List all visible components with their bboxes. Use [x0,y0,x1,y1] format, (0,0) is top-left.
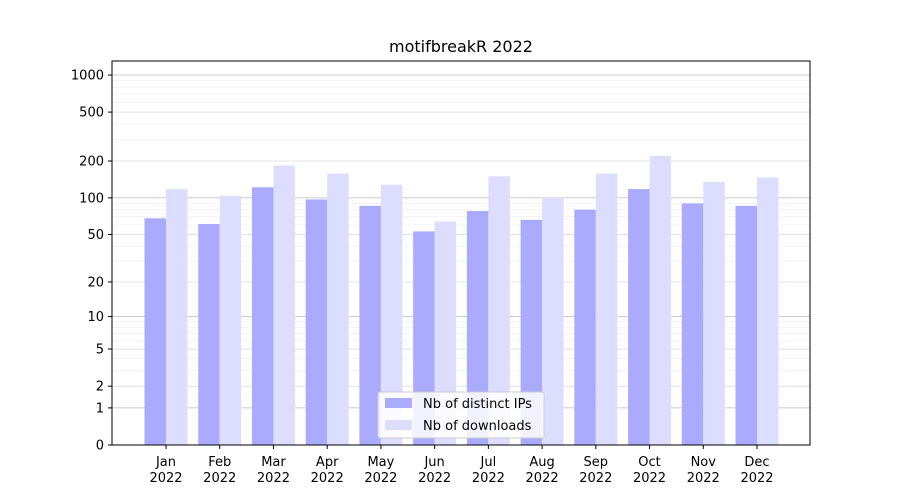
y-tick-label: 100 [79,191,104,206]
bar-downloads-nov [703,181,725,445]
bar-downloads-jun [434,221,457,445]
x-tick-label-year: 2022 [257,471,290,486]
y-axis: 0 1 2 5 10 20 50 100 200 500 1000 [71,69,112,454]
x-tick-label-year: 2022 [579,471,612,486]
bar-ips-jul [466,211,489,445]
y-tick-label: 1 [96,401,104,416]
y-tick-label: 1000 [71,69,104,84]
bar-downloads-mar [273,165,295,445]
bar-ips-apr [305,199,328,445]
y-tick-label: 2 [96,380,104,395]
x-tick-label-month: Aug [529,455,554,470]
bar-downloads-sep [595,173,618,445]
y-tick-label: 50 [87,228,104,243]
x-tick-label-month: Dec [744,455,769,470]
x-tick-label-month: Apr [316,455,339,470]
chart-title: motifbreakR 2022 [389,37,533,56]
x-tick-label-month: Sep [584,455,609,470]
legend-box [377,391,545,439]
x-tick-label-month: May [367,455,394,470]
y-tick-label: 0 [96,439,104,454]
plot-frame [111,60,811,446]
x-tick-label-year: 2022 [472,471,505,486]
bar-ips-nov [681,203,704,445]
x-tick-label-month: Oct [638,455,660,470]
bar-ips-may [359,205,381,445]
y-tick-label: 10 [87,310,104,325]
x-tick-label-year: 2022 [203,471,236,486]
bar-downloads-aug [542,197,564,445]
x-tick-label-year: 2022 [149,471,182,486]
x-tick-label-year: 2022 [633,471,666,486]
bar-ips-mar [251,187,274,445]
x-axis: Jan2022Feb2022Mar2022Apr2022May2022Jun20… [149,445,774,486]
bar-downloads-jan [166,189,188,445]
x-tick-label-year: 2022 [364,471,397,486]
x-tick-label-month: Feb [208,455,231,470]
x-tick-label-month: Nov [691,455,717,470]
bar-downloads-may [380,184,403,445]
legend-swatch-downloads [385,420,412,430]
bar-downloads-jul [488,176,510,445]
x-tick-label-year: 2022 [311,471,344,486]
legend-label-ips: Nb of distinct IPs [423,397,532,412]
x-tick-label-year: 2022 [687,471,720,486]
legend: Nb of distinct IPs Nb of downloads [377,391,545,439]
x-tick-label-year: 2022 [526,471,559,486]
x-tick-label-month: Jul [480,455,497,470]
x-tick-label-month: Jan [155,455,176,470]
y-tick-label: 20 [87,275,104,290]
bar-downloads-feb [219,195,242,445]
y-tick-label: 5 [96,343,104,358]
bar-downloads-apr [327,173,349,445]
bar-ips-dec [735,205,757,445]
x-tick-label-month: Mar [261,455,286,470]
x-tick-label-year: 2022 [740,471,773,486]
bar-ips-aug [520,219,543,445]
bar-ips-feb [198,223,220,445]
bars [144,155,779,446]
y-tick-label: 200 [79,155,104,170]
bar-ips-sep [574,209,596,445]
bar-ips-oct [628,189,650,445]
bar-downloads-oct [649,155,672,445]
bar-ips-jan [144,218,166,445]
y-tick-label: 500 [79,106,104,121]
bar-downloads-dec [757,177,779,446]
x-tick-label-year: 2022 [418,471,451,486]
legend-swatch-ips [385,398,412,408]
x-tick-label-month: Jun [423,455,444,470]
legend-label-downloads: Nb of downloads [423,419,532,434]
